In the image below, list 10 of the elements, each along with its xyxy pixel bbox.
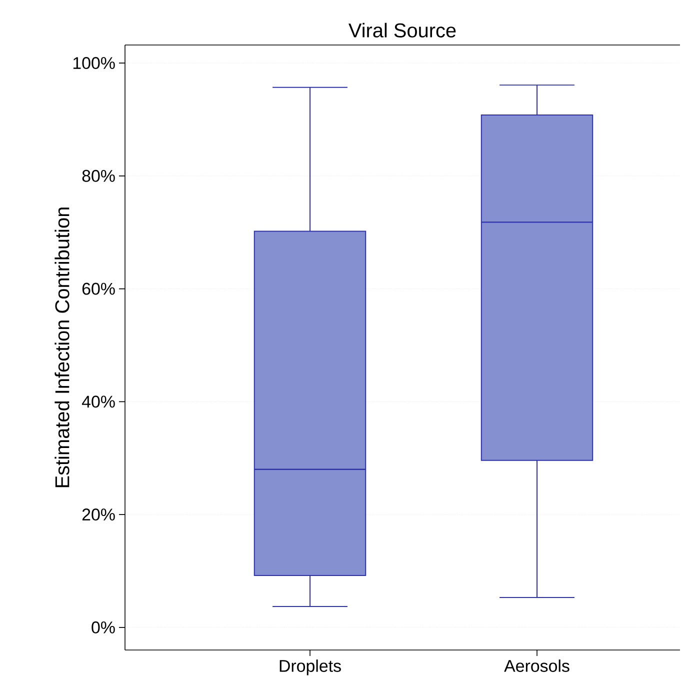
- chart-title: Viral Source: [348, 22, 456, 38]
- y-tick-label: 100%: [73, 57, 115, 70]
- x-tick-label: Droplets: [280, 660, 341, 676]
- y-tick-label: 20%: [82, 508, 115, 521]
- x-tick-label: Aerosols: [504, 660, 570, 672]
- y-tick-label: 40%: [82, 396, 115, 408]
- y-tick-label: 80%: [82, 170, 115, 182]
- y-axis-title: Estimated Infection Contribution: [54, 208, 70, 488]
- y-tick-label: 0%: [92, 621, 115, 634]
- y-tick-label: 60%: [82, 282, 115, 295]
